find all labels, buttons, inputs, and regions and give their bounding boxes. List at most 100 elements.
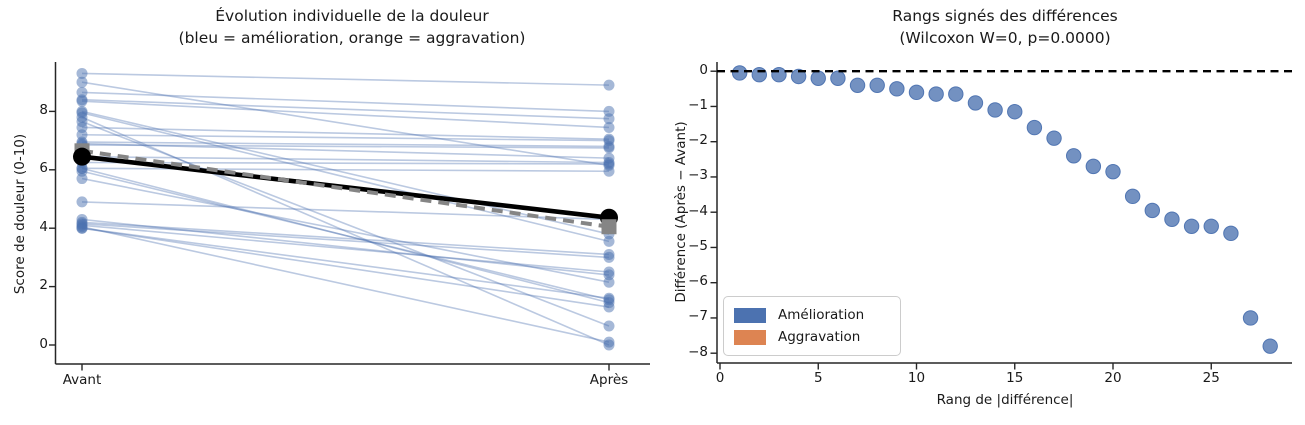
scatter-point	[1262, 338, 1278, 354]
right-y-tick-label: −8	[688, 343, 708, 360]
pair-line	[81, 224, 610, 273]
pair-line	[81, 225, 610, 343]
median-marker-apres	[601, 219, 617, 235]
right-x-axis-label: Rang de |différence|	[936, 392, 1074, 408]
pair-line	[81, 120, 610, 327]
right-x-tick-label: 25	[1202, 370, 1220, 386]
pair-line	[81, 167, 610, 304]
scatter-point	[1105, 163, 1121, 180]
pair-line	[81, 218, 610, 276]
pair-point-apres	[603, 235, 615, 247]
left-y-tick-label: 4	[39, 218, 48, 235]
scatter-point	[1124, 188, 1141, 205]
right-x-tick-label: 5	[813, 370, 823, 386]
scatter-point	[908, 84, 925, 101]
scatter-point	[889, 81, 905, 97]
scatter-point	[731, 65, 748, 81]
pair-line	[81, 126, 610, 140]
pair-point-apres	[603, 113, 615, 125]
legend: Amélioration Aggravation	[723, 296, 901, 356]
pair-line	[81, 110, 610, 235]
scatter-point	[928, 86, 944, 102]
left-plot-title: Évolution individuelle de la douleur (bl…	[52, 6, 652, 49]
pair-line	[81, 177, 610, 284]
pair-line	[81, 116, 610, 346]
legend-label-amelioration: Amélioration	[778, 307, 865, 323]
pair-line	[81, 170, 610, 301]
scatter-point	[790, 68, 807, 85]
right-y-tick-label: −2	[688, 132, 708, 149]
scatter-point	[830, 70, 846, 86]
right-plot-title-line1: Rangs signés des différences	[892, 7, 1118, 25]
pair-point-apres	[603, 276, 615, 288]
scatter-point	[1085, 158, 1102, 175]
right-y-tick-label: −1	[688, 96, 708, 113]
pair-point-apres	[603, 339, 615, 351]
scatter-point	[1026, 119, 1043, 136]
legend-label-aggravation: Aggravation	[778, 329, 861, 345]
right-plot-title: Rangs signés des différences (Wilcoxon W…	[705, 6, 1305, 49]
pair-line	[81, 112, 610, 243]
scatter-point	[967, 95, 984, 111]
pair-point-avant	[76, 76, 88, 88]
right-x-tick-label: 15	[1006, 370, 1024, 386]
scatter-point	[849, 77, 866, 94]
left-x-tick-label: Après	[589, 372, 629, 388]
scatter-point	[1144, 202, 1161, 219]
right-x-tick-label: 20	[1104, 370, 1122, 386]
pair-point-apres	[603, 121, 615, 133]
scatter-point	[987, 102, 1003, 118]
legend-swatch-aggravation-icon	[734, 329, 766, 345]
scatter-point	[1203, 218, 1219, 235]
pair-line	[81, 141, 610, 148]
legend-item-aggravation: Aggravation	[734, 326, 890, 348]
pair-point-apres	[603, 297, 615, 309]
right-x-tick-label: 0	[715, 370, 725, 386]
pair-point-apres	[603, 159, 615, 171]
scatter-point	[869, 77, 885, 94]
pair-line	[81, 201, 610, 221]
right-y-tick-label: −7	[688, 308, 708, 325]
pair-line	[81, 98, 610, 120]
pair-point-apres	[603, 133, 615, 145]
pair-point-avant	[76, 95, 88, 107]
left-plot-title-line1: Évolution individuelle de la douleur	[215, 7, 489, 25]
legend-item-amelioration: Amélioration	[734, 304, 890, 326]
left-y-tick-label: 6	[39, 160, 48, 177]
left-y-tick-label: 8	[39, 101, 48, 118]
pair-line	[81, 144, 610, 149]
pair-point-avant	[76, 162, 88, 174]
scatter-point	[1007, 104, 1023, 120]
pair-line	[81, 100, 610, 129]
right-y-tick-label: −5	[688, 237, 708, 254]
left-y-tick-label: 2	[39, 277, 48, 294]
pair-point-avant	[76, 196, 88, 208]
pair-point-avant	[76, 111, 88, 123]
legend-swatch-amelioration-icon	[734, 307, 766, 323]
pair-line	[81, 81, 610, 167]
pair-line	[81, 221, 610, 256]
scatter-point	[948, 86, 964, 102]
pair-point-apres	[603, 251, 615, 263]
scatter-point	[810, 70, 826, 86]
scatter-point	[1066, 148, 1082, 164]
pair-line	[81, 133, 610, 142]
pair-line	[81, 155, 610, 164]
left-y-axis-label: Score de douleur (0-10)	[12, 133, 28, 295]
scatter-point	[1046, 130, 1062, 146]
left-y-tick-label: 0	[39, 335, 48, 352]
pair-line	[81, 223, 610, 259]
pair-line	[81, 91, 610, 113]
left-x-tick-label: Avant	[62, 372, 102, 388]
scatter-point	[1164, 211, 1180, 227]
pair-line	[81, 167, 610, 173]
mean-line	[79, 154, 612, 220]
pair-line	[81, 72, 610, 86]
right-y-tick-label: −6	[688, 273, 708, 290]
pair-point-avant	[76, 67, 88, 79]
left-plot-title-line2: (bleu = amélioration, orange = aggravati…	[178, 28, 526, 47]
scatter-point	[771, 67, 787, 83]
pair-line	[81, 227, 610, 300]
